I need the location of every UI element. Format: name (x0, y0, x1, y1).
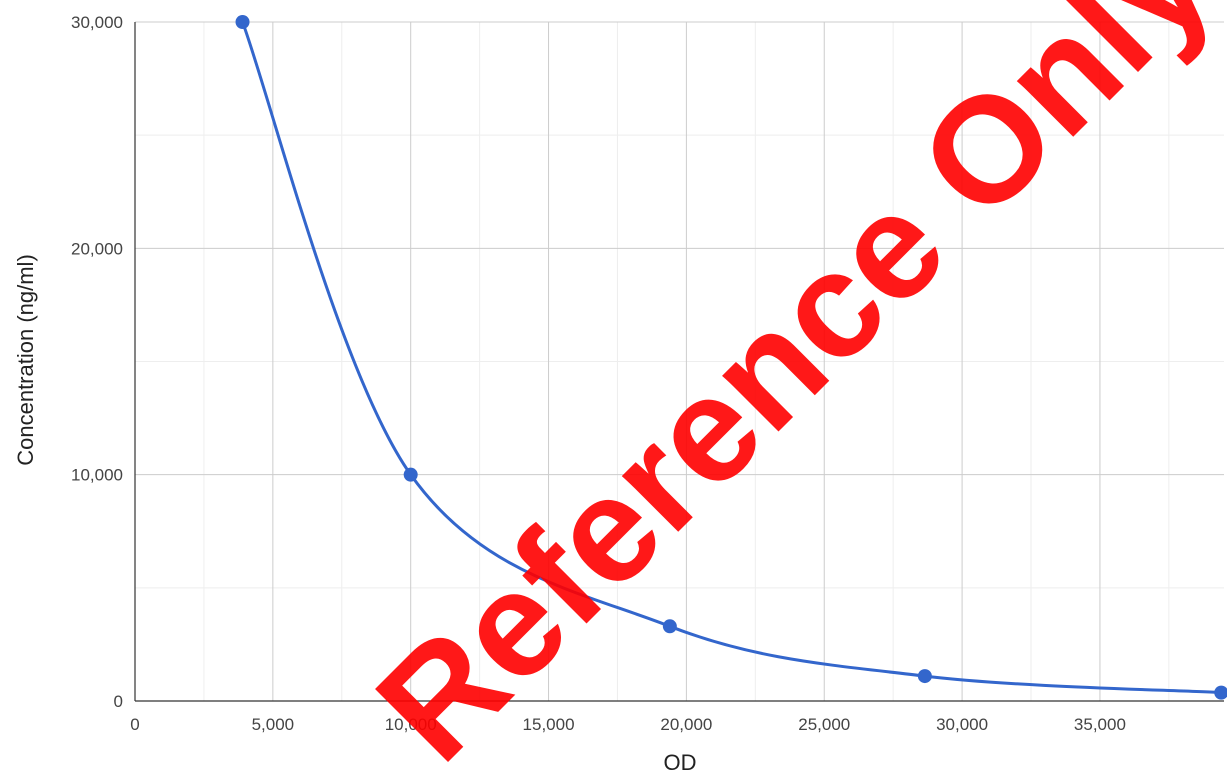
x-tick-label: 0 (130, 715, 139, 734)
x-axis-title: OD (664, 750, 697, 775)
x-tick-label: 20,000 (660, 715, 712, 734)
y-tick-label: 20,000 (71, 239, 123, 258)
x-tick-label: 15,000 (523, 715, 575, 734)
series-layer (235, 15, 1227, 700)
x-tick-label: 25,000 (798, 715, 850, 734)
x-tick-label: 35,000 (1074, 715, 1126, 734)
x-tick-label: 5,000 (252, 715, 295, 734)
data-point (403, 467, 418, 482)
x-tick-label: 30,000 (936, 715, 988, 734)
major-gridlines (134, 21, 1224, 702)
data-point (1214, 685, 1227, 700)
reference-only-watermark: Reference Only (345, 0, 1227, 776)
data-point (235, 15, 250, 29)
x-tick-label: 10,000 (385, 715, 437, 734)
data-point (917, 669, 932, 684)
y-axis-tick-labels: 0 10,000 20,000 30,000 (71, 13, 123, 711)
y-axis-title: Concentration (ng/ml) (13, 254, 38, 466)
x-axis-tick-labels: 0 5,000 10,000 15,000 20,000 25,000 30,000 35,0… (130, 715, 1126, 734)
y-tick-label: 10,000 (71, 466, 123, 485)
series-line (241, 21, 1222, 695)
y-tick-label: 30,000 (71, 13, 123, 32)
minor-gridlines (135, 22, 1224, 701)
data-point (662, 619, 677, 634)
y-tick-label: 0 (114, 692, 123, 711)
